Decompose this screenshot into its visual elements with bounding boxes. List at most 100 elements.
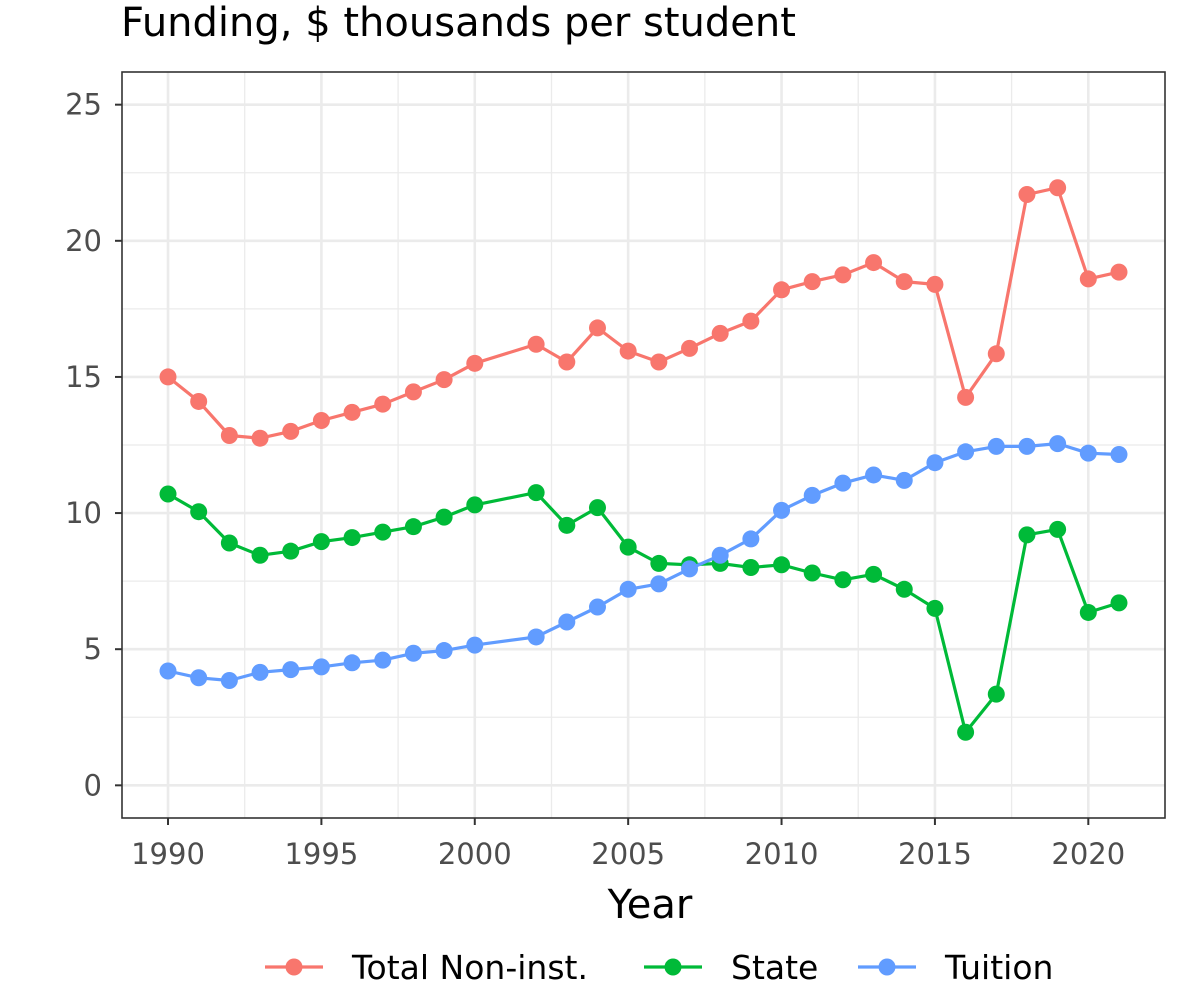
data-point [1049,179,1067,197]
data-point [159,485,177,503]
data-point [895,471,913,489]
data-point [1079,444,1097,462]
x-tick-label: 2005 [591,837,665,871]
data-point [527,335,545,353]
data-point [865,254,883,272]
data-point [681,560,699,578]
data-point [619,342,637,360]
data-point [834,571,852,589]
data-point [1018,526,1036,544]
data-point [251,663,269,681]
data-point [957,443,975,461]
data-point [803,273,821,291]
data-point [588,598,606,616]
legend-label: State [731,948,818,987]
data-point [466,636,484,654]
x-tick-label: 1990 [131,837,205,871]
y-tick-label: 10 [65,496,102,530]
data-point [220,426,238,444]
x-tick-label: 1995 [284,837,358,871]
data-point [895,273,913,291]
x-tick-label: 2020 [1051,837,1125,871]
data-point [159,368,177,386]
panel-border [121,71,1166,819]
data-point [957,723,975,741]
legend-key-point [285,958,303,976]
data-point [466,496,484,514]
data-point [926,275,944,293]
data-point [773,556,791,574]
data-point [773,501,791,519]
data-point [435,371,453,389]
data-point [650,353,668,371]
chart-title: Funding, $ thousands per student [121,0,796,46]
data-point [312,658,330,676]
data-point [742,312,760,330]
data-point [343,529,361,547]
legend-key-point [878,958,896,976]
data-point [527,484,545,502]
y-tick-label: 20 [65,224,102,258]
data-point [1049,435,1067,453]
data-point [1110,446,1128,464]
y-tick-label: 5 [84,632,102,666]
data-point [803,486,821,504]
data-point [742,559,760,577]
data-point [282,661,300,679]
data-point [282,542,300,560]
data-point [773,281,791,299]
data-point [220,534,238,552]
data-point [374,395,392,413]
plot-area: 1990 1995 2000 2005 2010 2015 2020 0 5 10 15 20 25 [65,71,1166,871]
data-point [374,651,392,669]
data-point [681,339,699,357]
data-point [1079,603,1097,621]
data-point [435,508,453,526]
data-point [588,499,606,517]
data-point [343,654,361,672]
data-point [312,533,330,551]
x-tick-label: 2015 [898,837,972,871]
legend-label: Tuition [944,948,1053,987]
data-point [1079,270,1097,288]
data-point [987,437,1005,455]
data-point [190,669,208,687]
data-point [190,503,208,521]
data-point [404,518,422,536]
data-point [650,554,668,572]
data-point [312,411,330,429]
x-axis-title: Year [607,882,693,928]
data-point [1018,186,1036,204]
data-point [558,516,576,534]
data-point [865,565,883,583]
y-tick-label: 15 [65,360,102,394]
data-point [374,523,392,541]
data-point [1110,263,1128,281]
y-tick-label: 0 [84,768,102,802]
data-point [834,474,852,492]
data-point [742,530,760,548]
data-point [803,564,821,582]
y-tick-label: 25 [65,88,102,122]
data-point [711,324,729,342]
data-point [159,662,177,680]
x-tick-label: 2000 [438,837,512,871]
data-point [435,642,453,660]
data-point [251,429,269,447]
data-point [220,672,238,690]
data-point [895,580,913,598]
data-point [1049,520,1067,538]
data-point [558,613,576,631]
data-point [282,422,300,440]
data-point [1110,594,1128,612]
data-point [987,345,1005,363]
data-point [987,685,1005,703]
data-point [251,546,269,564]
data-point [466,354,484,372]
data-point [588,319,606,337]
data-point [619,538,637,556]
data-point [404,383,422,401]
data-point [558,353,576,371]
data-point [957,388,975,406]
data-point [834,266,852,284]
